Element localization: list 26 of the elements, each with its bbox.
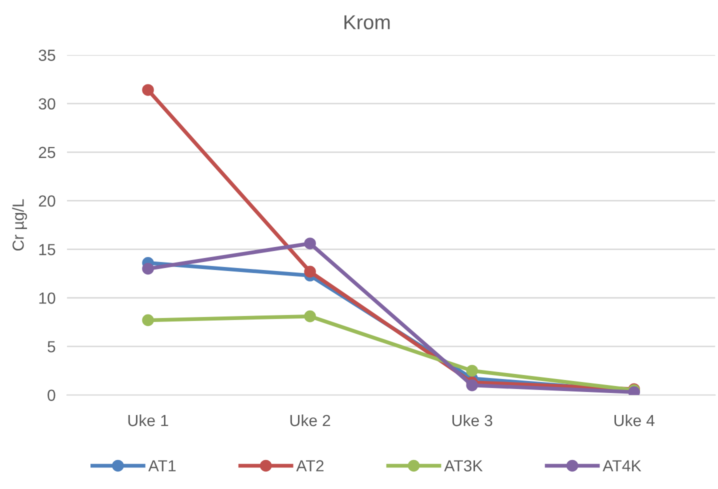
point — [304, 238, 316, 250]
legend-label: AT1 — [148, 460, 176, 472]
y-tick-label: 10 — [39, 292, 56, 304]
y-tick-label: 20 — [38, 195, 56, 207]
point — [304, 310, 316, 322]
y-tick-label: 35 — [38, 50, 56, 61]
y-tick-label: 30 — [38, 98, 56, 110]
x-tick-label: Uke 2 — [290, 414, 330, 426]
x-tick-label: Uke 1 — [128, 414, 168, 426]
x-tick-label: Uke 3 — [452, 414, 492, 426]
y-tick-label: 25 — [38, 146, 56, 158]
x-tick-label: Uke 4 — [614, 414, 655, 426]
y-tick-label: 15 — [39, 244, 56, 256]
legend-label: AT3K — [444, 460, 483, 472]
point — [466, 379, 478, 392]
point — [304, 266, 316, 278]
chart-title: Krom — [344, 15, 390, 30]
point — [142, 262, 154, 275]
point — [142, 84, 154, 96]
point — [142, 314, 154, 326]
legend-label: AT4K — [602, 460, 642, 472]
point — [466, 364, 478, 377]
y-axis-title: Cr µg/L — [12, 199, 28, 251]
y-tick-label: 5 — [48, 341, 56, 352]
y-tick-label: 0 — [48, 390, 56, 401]
legend-label: AT2 — [296, 460, 324, 472]
